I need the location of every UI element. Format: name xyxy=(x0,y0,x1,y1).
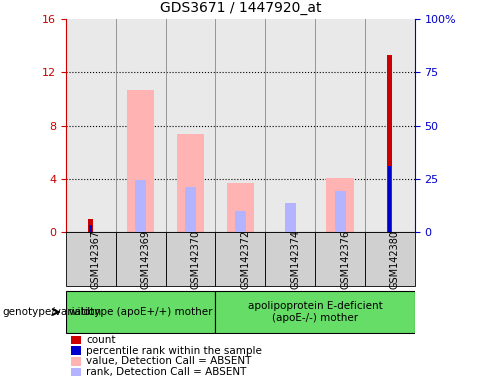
Text: GSM142367: GSM142367 xyxy=(91,230,101,289)
Text: value, Detection Call = ABSENT: value, Detection Call = ABSENT xyxy=(86,356,252,366)
Bar xyxy=(185,187,196,232)
Bar xyxy=(215,291,415,333)
Bar xyxy=(365,19,415,232)
Bar xyxy=(226,183,254,232)
Text: GSM142370: GSM142370 xyxy=(190,230,201,289)
Bar xyxy=(315,232,365,286)
Text: GSM142380: GSM142380 xyxy=(390,230,400,289)
Text: GSM142376: GSM142376 xyxy=(340,230,350,289)
Bar xyxy=(215,19,265,232)
Bar xyxy=(215,232,265,286)
Text: GSM142374: GSM142374 xyxy=(290,230,300,289)
Bar xyxy=(127,90,154,232)
Text: GSM142372: GSM142372 xyxy=(241,230,250,289)
Bar xyxy=(165,232,215,286)
Text: rank, Detection Call = ABSENT: rank, Detection Call = ABSENT xyxy=(86,367,247,377)
Bar xyxy=(165,19,215,232)
Bar xyxy=(116,232,165,286)
Bar xyxy=(265,19,315,232)
Bar xyxy=(326,178,354,232)
Text: apolipoprotein E-deficient
(apoE-/-) mother: apolipoprotein E-deficient (apoE-/-) mot… xyxy=(248,301,383,323)
Bar xyxy=(335,191,346,232)
Text: genotype/variation: genotype/variation xyxy=(2,307,102,317)
Bar xyxy=(89,225,92,232)
Bar xyxy=(265,232,315,286)
Bar xyxy=(66,19,116,232)
Bar xyxy=(88,219,93,232)
Bar xyxy=(285,203,296,232)
Bar xyxy=(315,19,365,232)
Bar xyxy=(388,166,391,232)
Title: GDS3671 / 1447920_at: GDS3671 / 1447920_at xyxy=(160,2,321,15)
Text: count: count xyxy=(86,335,116,345)
Bar xyxy=(66,232,116,286)
Text: wildtype (apoE+/+) mother: wildtype (apoE+/+) mother xyxy=(69,307,212,317)
Bar xyxy=(66,291,215,333)
Text: GSM142369: GSM142369 xyxy=(141,230,151,289)
Bar xyxy=(365,232,415,286)
Text: percentile rank within the sample: percentile rank within the sample xyxy=(86,346,262,356)
Bar xyxy=(116,19,165,232)
Bar xyxy=(177,134,204,232)
Bar xyxy=(235,211,246,232)
Bar xyxy=(135,180,146,232)
Bar xyxy=(387,55,392,232)
